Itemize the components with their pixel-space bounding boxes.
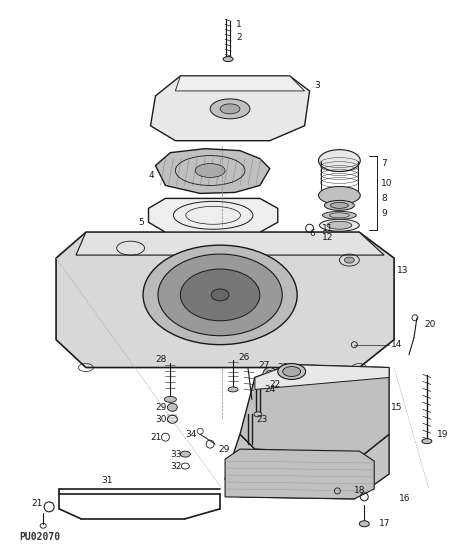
Polygon shape bbox=[255, 364, 389, 389]
Text: 12: 12 bbox=[321, 233, 333, 242]
Polygon shape bbox=[148, 199, 278, 232]
Text: 8: 8 bbox=[381, 194, 387, 203]
Text: 22: 22 bbox=[270, 380, 281, 389]
Ellipse shape bbox=[345, 257, 354, 263]
Polygon shape bbox=[76, 232, 384, 255]
Text: 6: 6 bbox=[310, 229, 315, 238]
Text: 2: 2 bbox=[236, 33, 242, 41]
Text: 24: 24 bbox=[265, 385, 276, 394]
Text: 13: 13 bbox=[397, 265, 409, 274]
Ellipse shape bbox=[220, 104, 240, 114]
Text: 25: 25 bbox=[278, 363, 289, 372]
Text: 18: 18 bbox=[354, 487, 366, 495]
Polygon shape bbox=[225, 449, 374, 499]
Text: 14: 14 bbox=[391, 340, 402, 349]
Ellipse shape bbox=[223, 56, 233, 61]
Text: 34: 34 bbox=[185, 430, 197, 439]
Text: 17: 17 bbox=[379, 519, 391, 528]
Text: 33: 33 bbox=[170, 450, 182, 458]
Ellipse shape bbox=[167, 403, 177, 411]
Text: PU02070: PU02070 bbox=[19, 531, 60, 542]
Ellipse shape bbox=[422, 439, 432, 444]
Ellipse shape bbox=[319, 186, 360, 205]
Polygon shape bbox=[151, 76, 310, 140]
Ellipse shape bbox=[158, 254, 282, 336]
Text: 16: 16 bbox=[399, 494, 410, 503]
Text: 32: 32 bbox=[170, 462, 182, 471]
Text: 28: 28 bbox=[155, 355, 167, 364]
Text: 19: 19 bbox=[437, 430, 448, 439]
Text: 29: 29 bbox=[218, 445, 229, 453]
Ellipse shape bbox=[180, 451, 190, 457]
Text: 29: 29 bbox=[155, 403, 167, 412]
Text: 21: 21 bbox=[151, 432, 162, 442]
Ellipse shape bbox=[322, 211, 356, 220]
Polygon shape bbox=[155, 149, 270, 194]
Ellipse shape bbox=[325, 200, 354, 210]
Ellipse shape bbox=[143, 245, 297, 345]
Text: 26: 26 bbox=[238, 353, 249, 362]
Ellipse shape bbox=[195, 164, 225, 178]
Polygon shape bbox=[175, 76, 305, 91]
Polygon shape bbox=[240, 364, 389, 454]
Polygon shape bbox=[56, 232, 394, 368]
Ellipse shape bbox=[254, 412, 262, 417]
Text: 11: 11 bbox=[321, 224, 333, 233]
Polygon shape bbox=[225, 434, 389, 499]
Text: 1: 1 bbox=[236, 20, 242, 29]
Text: 23: 23 bbox=[256, 415, 267, 424]
Text: 20: 20 bbox=[424, 320, 435, 329]
Text: 21: 21 bbox=[31, 499, 43, 508]
Ellipse shape bbox=[164, 397, 176, 403]
Text: 10: 10 bbox=[381, 179, 392, 188]
Ellipse shape bbox=[211, 289, 229, 301]
Ellipse shape bbox=[319, 150, 360, 171]
Text: 3: 3 bbox=[315, 81, 320, 91]
Text: 7: 7 bbox=[381, 159, 387, 168]
Ellipse shape bbox=[278, 363, 306, 379]
Ellipse shape bbox=[228, 387, 238, 392]
Text: 9: 9 bbox=[381, 209, 387, 218]
Text: 27: 27 bbox=[258, 361, 269, 370]
Ellipse shape bbox=[359, 521, 369, 527]
Ellipse shape bbox=[283, 367, 301, 377]
Text: 31: 31 bbox=[101, 477, 112, 486]
Ellipse shape bbox=[327, 221, 352, 229]
Text: 4: 4 bbox=[148, 171, 154, 180]
Text: 15: 15 bbox=[391, 403, 402, 412]
Ellipse shape bbox=[180, 269, 260, 321]
Ellipse shape bbox=[330, 202, 348, 208]
Ellipse shape bbox=[263, 368, 277, 382]
Ellipse shape bbox=[210, 99, 250, 119]
Text: 5: 5 bbox=[138, 218, 144, 227]
Ellipse shape bbox=[319, 220, 359, 231]
Text: 30: 30 bbox=[155, 415, 167, 424]
